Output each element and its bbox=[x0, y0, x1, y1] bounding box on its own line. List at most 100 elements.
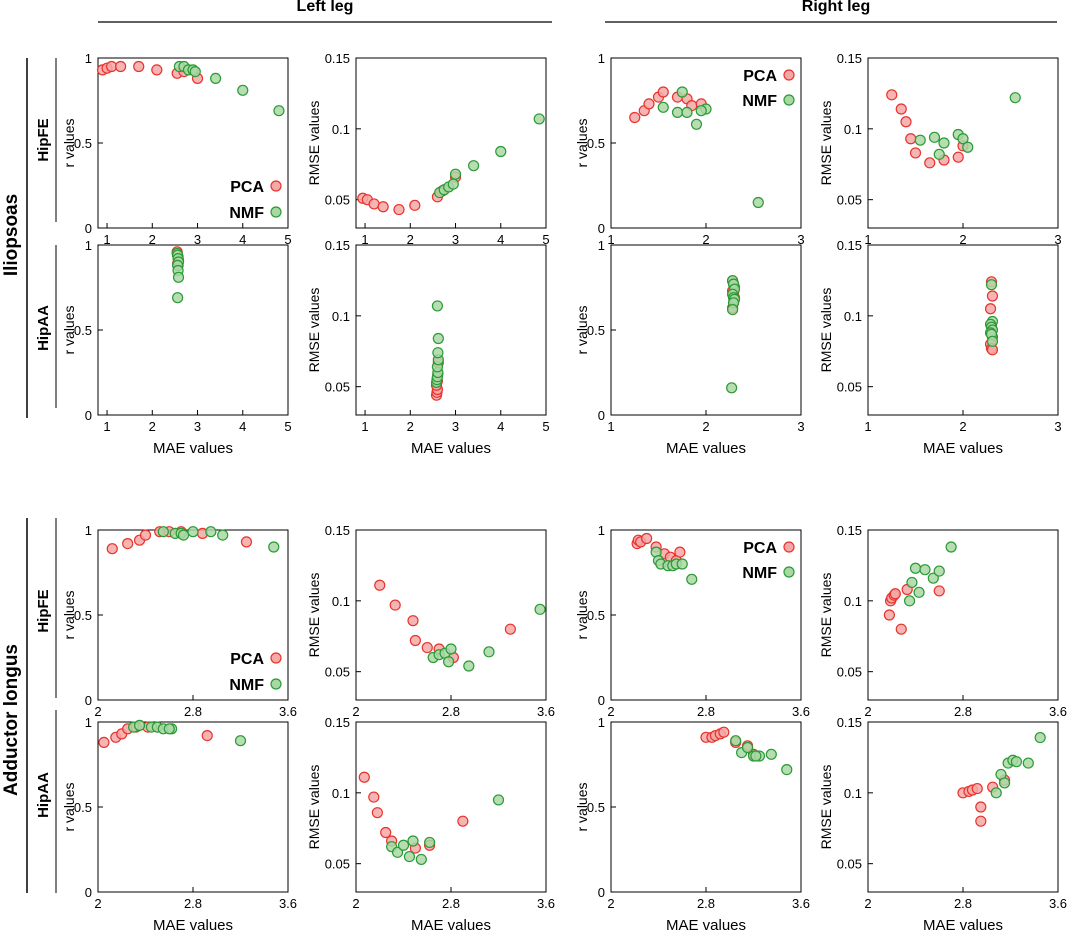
panel-ilio-hipfe-left-r: 0 0.5 1 1 2 3 4 5 r values PCA NMF bbox=[61, 51, 292, 247]
nmf-point bbox=[447, 178, 459, 190]
y-tick-label: 0 bbox=[598, 693, 605, 708]
y-axis-label: RMSE values bbox=[818, 101, 834, 186]
y-axis-label: RMSE values bbox=[306, 288, 322, 373]
plot-frame bbox=[355, 244, 547, 416]
nmf-point bbox=[657, 101, 669, 113]
y-tick-label: 1 bbox=[85, 715, 92, 730]
nmf-point bbox=[172, 271, 185, 283]
y-tick-label: 0.15 bbox=[325, 51, 350, 66]
x-tick-label: 3 bbox=[194, 232, 201, 247]
pca-point bbox=[641, 532, 653, 545]
y-tick-label: 0.15 bbox=[325, 715, 350, 730]
nmf-point bbox=[533, 113, 545, 125]
panel-add-hipfe-left-r: 0 0.5 1 2 2.8 3.6 r values PCA NMF bbox=[61, 523, 297, 719]
x-tick-label: 2 bbox=[149, 419, 156, 434]
nmf-point bbox=[741, 741, 754, 754]
pca-point bbox=[389, 599, 401, 611]
pca-point bbox=[975, 815, 987, 827]
x-tick-label: 4 bbox=[497, 232, 504, 247]
movement-label-hipfe-top: HipFE bbox=[35, 118, 52, 161]
panel-ilio-hipaa-left-rmse: 0.05 0.1 0.15 1 2 3 4 5 RMSE values MAE values bbox=[306, 238, 550, 457]
plot-frame bbox=[355, 57, 547, 229]
legend-pca-marker bbox=[783, 541, 795, 553]
pca-point bbox=[133, 60, 145, 73]
nmf-point bbox=[177, 529, 190, 541]
x-tick-label: 3 bbox=[452, 419, 459, 434]
x-tick-label: 2.8 bbox=[442, 896, 460, 911]
pca-point bbox=[889, 588, 901, 600]
nmf-point bbox=[919, 564, 931, 576]
nmf-point bbox=[998, 777, 1011, 789]
nmf-point bbox=[273, 105, 285, 117]
y-tick-label: 0.5 bbox=[74, 608, 92, 623]
x-axis-label: MAE values bbox=[153, 440, 233, 457]
y-tick-label: 0.05 bbox=[325, 193, 350, 208]
nmf-point bbox=[234, 735, 247, 747]
pca-point bbox=[986, 290, 999, 302]
nmf-point bbox=[726, 382, 738, 394]
x-tick-label: 1 bbox=[607, 419, 614, 434]
y-axis-label: r values bbox=[574, 305, 590, 354]
nmf-point bbox=[985, 279, 998, 291]
panel-add-hipaa-left-rmse: 0.05 0.1 0.15 2 2.8 3.6 RMSE values MAE values bbox=[306, 715, 555, 934]
y-axis-label: r values bbox=[61, 590, 77, 639]
nmf-point bbox=[726, 304, 739, 316]
y-axis-label: RMSE values bbox=[818, 288, 834, 373]
y-tick-label: 0.5 bbox=[74, 136, 92, 151]
nmf-point bbox=[909, 562, 922, 574]
nmf-point bbox=[1009, 92, 1021, 104]
pca-point bbox=[393, 203, 405, 216]
pca-point bbox=[883, 609, 895, 621]
nmf-point bbox=[933, 148, 945, 160]
x-tick-label: 3.6 bbox=[792, 896, 810, 911]
nmf-point bbox=[1034, 731, 1046, 744]
y-tick-label: 0 bbox=[85, 408, 92, 423]
pca-point bbox=[657, 86, 669, 98]
header-right-leg: Right leg bbox=[802, 0, 870, 15]
x-tick-label: 2 bbox=[352, 896, 359, 911]
y-tick-label: 0.05 bbox=[325, 665, 350, 680]
nmf-point bbox=[938, 137, 950, 149]
plot-frame bbox=[97, 529, 289, 701]
nmf-point bbox=[133, 719, 146, 732]
pca-point bbox=[971, 782, 983, 795]
pca-point bbox=[984, 303, 997, 315]
x-tick-label: 2 bbox=[607, 896, 614, 911]
y-tick-label: 1 bbox=[598, 238, 605, 253]
x-tick-label: 2.8 bbox=[954, 896, 972, 911]
y-tick-label: 0.05 bbox=[837, 857, 862, 872]
x-tick-label: 2 bbox=[959, 232, 966, 247]
legend-pca-marker bbox=[270, 180, 282, 192]
pca-point bbox=[407, 615, 419, 627]
x-tick-label: 3.6 bbox=[279, 704, 297, 719]
y-tick-label: 0.05 bbox=[837, 665, 862, 680]
panel-add-hipfe-left-rmse: 0.05 0.1 0.15 2 2.8 3.6 RMSE values bbox=[306, 523, 555, 719]
nmf-point bbox=[237, 84, 249, 96]
pca-point bbox=[905, 133, 917, 145]
y-axis-label: r values bbox=[61, 782, 77, 831]
nmf-point bbox=[1022, 757, 1034, 769]
pca-point bbox=[952, 151, 964, 163]
pca-point bbox=[240, 536, 253, 548]
y-tick-label: 0.1 bbox=[844, 122, 862, 137]
y-tick-label: 1 bbox=[85, 51, 92, 66]
x-tick-label: 1 bbox=[864, 419, 871, 434]
pca-point bbox=[122, 537, 134, 550]
y-tick-label: 0 bbox=[85, 693, 92, 708]
legend-pca-label: PCA bbox=[230, 651, 264, 668]
pca-point bbox=[374, 579, 386, 591]
y-axis-label: r values bbox=[61, 305, 77, 354]
x-tick-label: 2.8 bbox=[442, 704, 460, 719]
y-tick-label: 0 bbox=[598, 408, 605, 423]
pca-point bbox=[975, 801, 987, 813]
nmf-point bbox=[189, 65, 201, 78]
y-tick-label: 0 bbox=[85, 885, 92, 900]
nmf-point bbox=[445, 643, 457, 655]
nmf-point bbox=[765, 748, 777, 760]
plot-frame bbox=[97, 721, 289, 893]
nmf-point bbox=[534, 603, 546, 615]
y-axis-label: r values bbox=[574, 782, 590, 831]
x-axis-label: MAE values bbox=[666, 440, 746, 457]
nmf-point bbox=[403, 850, 416, 863]
pca-point bbox=[377, 201, 389, 213]
